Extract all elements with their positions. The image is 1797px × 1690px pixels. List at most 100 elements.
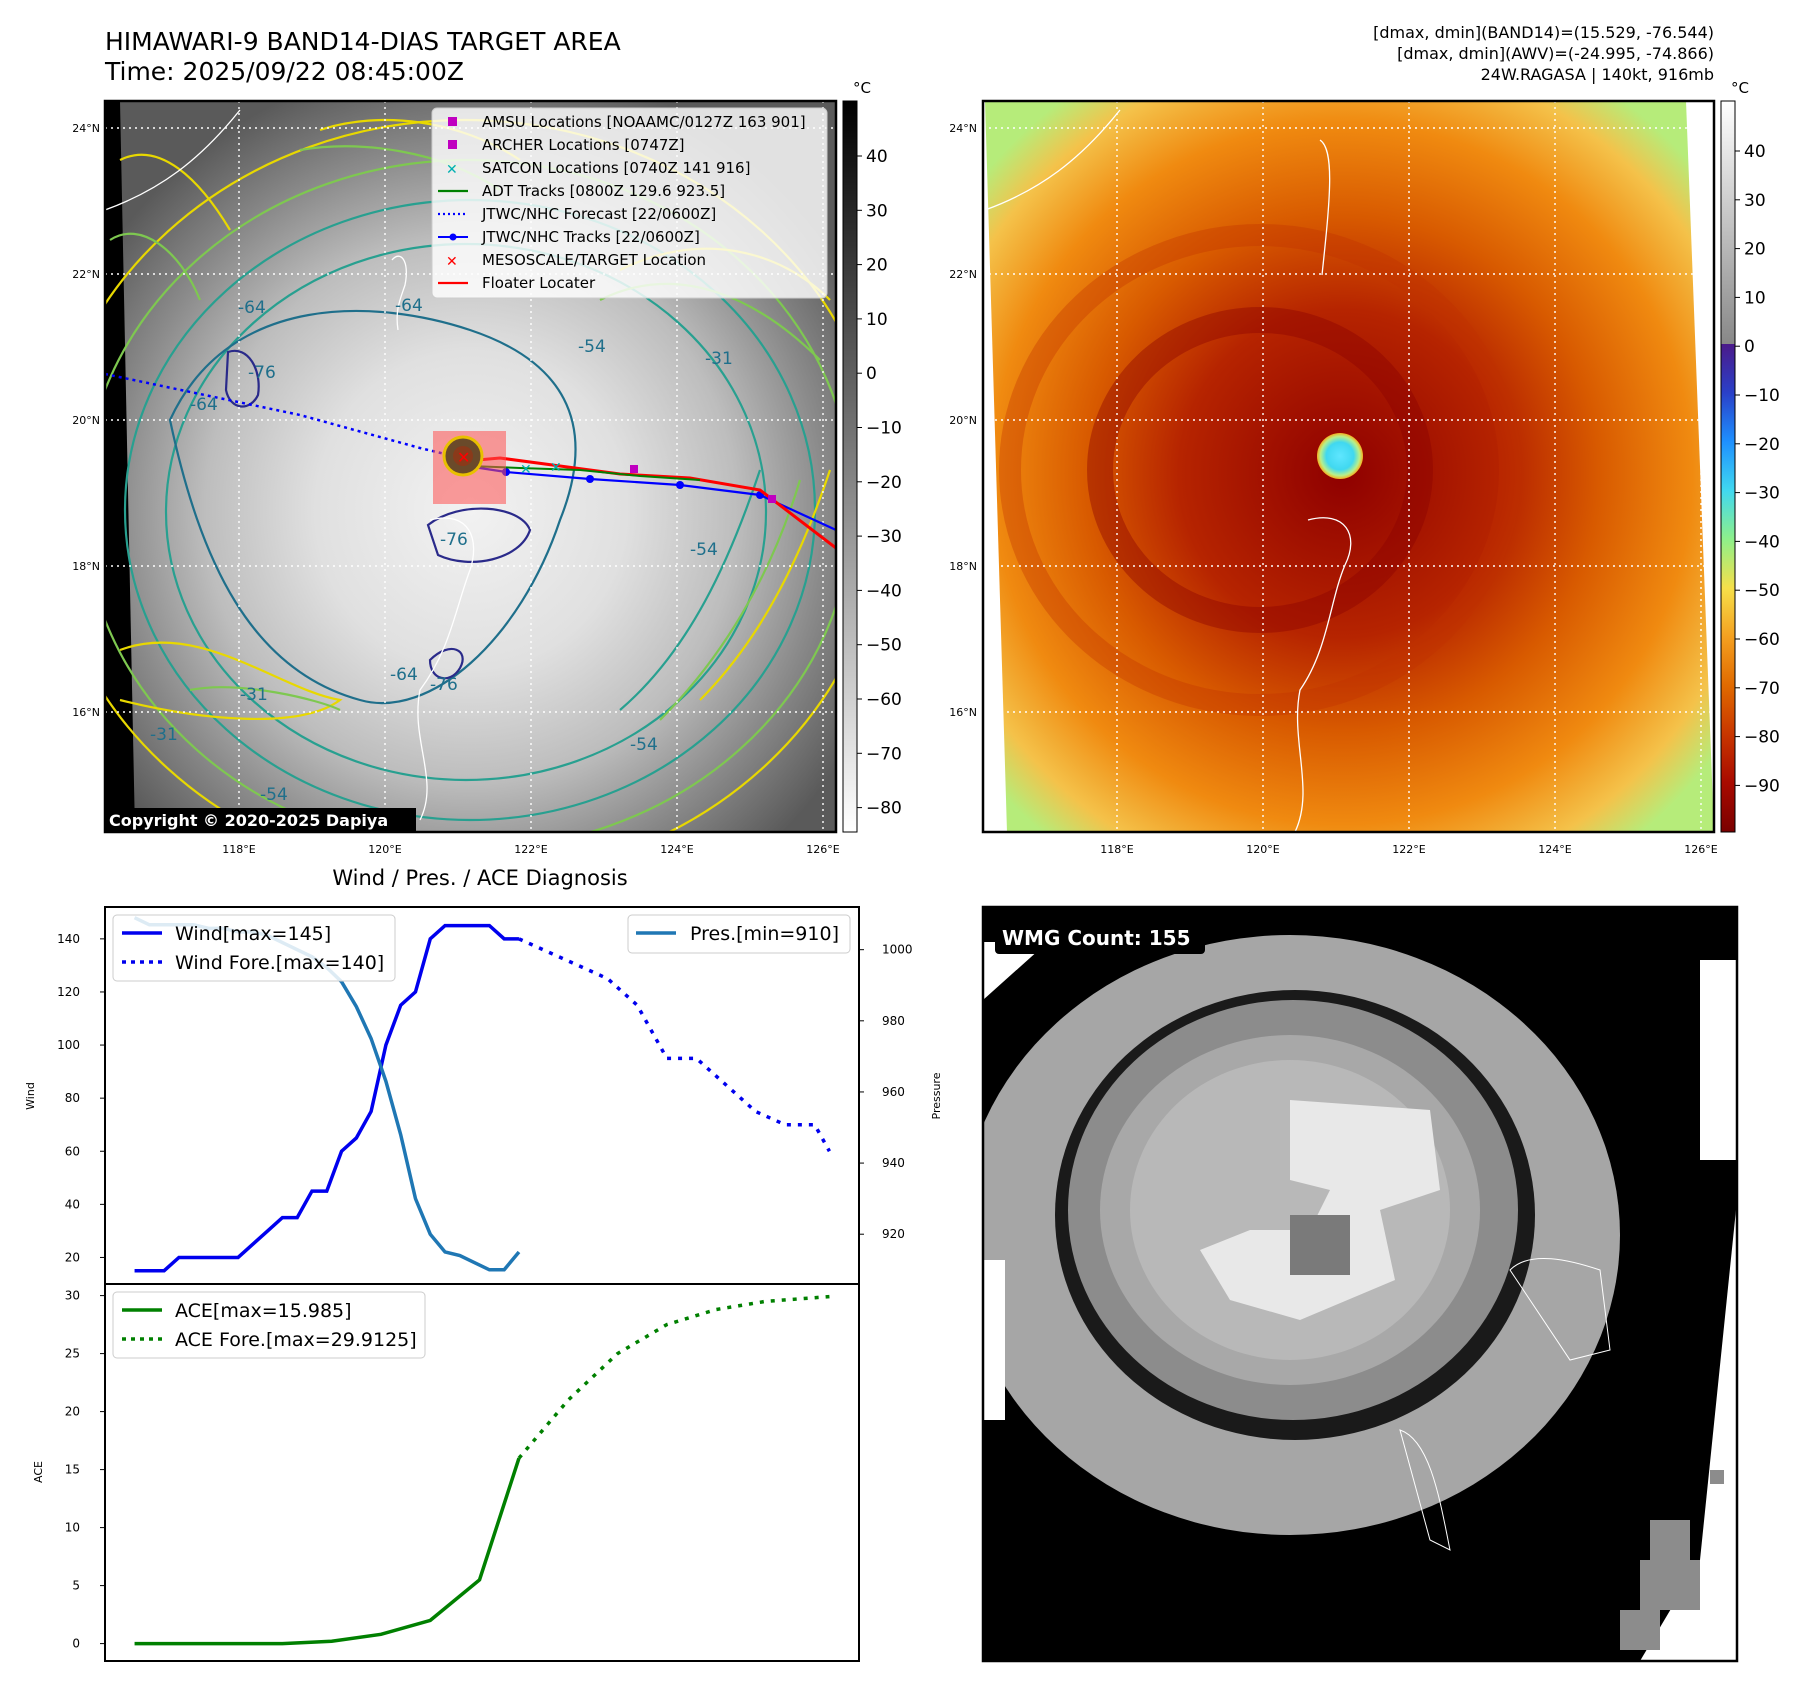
stats-awv: [dmax, dmin](AWV)=(-24.995, -74.866) [1397,44,1714,63]
diagnosis-title: Wind / Pres. / ACE Diagnosis [332,866,627,890]
svg-text:°C: °C [1731,79,1749,97]
svg-text:-31: -31 [705,349,733,369]
colorbar-color: °C 40 30 20 10 0 −10 −20 −30 −40 −50 −60 −70 −80 −90 [1720,79,1780,833]
colorbar-tick: 40 [866,147,888,167]
svg-text:120°E: 120°E [1246,843,1279,856]
svg-text:-64: -64 [190,395,218,415]
svg-text:118°E: 118°E [222,843,255,856]
wind-legend: Wind[max=145] Wind Fore.[max=140] [112,914,396,982]
ace-series-line-1 [517,1294,830,1460]
contour-labels: -64 -64 -76 -64 -54 -31 -76 -54 -64 -76 … [150,296,733,805]
svg-text:✕: ✕ [550,460,562,476]
svg-text:126°E: 126°E [806,843,839,856]
coastlines [105,109,475,821]
map2-lat-labels: 24°N 22°N 20°N 18°N 16°N [949,122,977,719]
svg-text:-31: -31 [150,725,178,745]
colorbar-tick: 0 [1744,337,1755,357]
colorbar-tick: −30 [1744,484,1780,504]
wind-tick: 20 [65,1250,80,1264]
wind-tick: 40 [65,1197,80,1211]
pressure-axis-label: Pressure [930,1072,943,1119]
wind-axis-label: Wind [24,1082,37,1110]
ace-series-line-0 [134,1457,521,1646]
colorbar-tick: −70 [1744,679,1780,699]
ace-chart: ACE 0 5 10 15 20 25 30 ACE[max=15.985] ACE For… [32,1283,860,1662]
colorbar-tick: 20 [1744,240,1766,260]
svg-text:-54: -54 [260,785,288,805]
colorbar-tick: 10 [866,310,888,330]
svg-text:-76: -76 [430,675,458,695]
svg-text:126°E: 126°E [1684,843,1717,856]
target-location-marker: ✕ [457,448,470,467]
map-band14-gray: ✕ ✕ ✕ -64 -64 -76 -64 -54 -31 -76 -54 -6… [103,99,838,834]
coastlines-color [984,109,1352,832]
svg-text:18°N: 18°N [949,560,977,573]
svg-text:20°N: 20°N [949,414,977,427]
svg-text:16°N: 16°N [72,706,100,719]
svg-text:ACE Fore.[max=29.9125]: ACE Fore.[max=29.9125] [175,1329,417,1351]
svg-text:124°E: 124°E [660,843,693,856]
legend-entry: ✕ SATCON Locations [0740Z 141 916] [446,159,750,178]
legend-entry: JTWC/NHC Tracks [22/0600Z] [438,228,700,246]
map1-lat-labels: 24°N 22°N 20°N 18°N 16°N [72,122,100,719]
svg-text:SATCON Locations [0740Z 141 91: SATCON Locations [0740Z 141 916] [482,159,750,177]
stats-band14: [dmax, dmin](BAND14)=(15.529, -76.544) [1373,23,1714,42]
colorbar-tick: −10 [866,419,902,439]
colorbar-tick: 0 [866,364,877,384]
stats-storm: 24W.RAGASA | 140kt, 916mb [1481,65,1714,84]
map1-lon-labels: 118°E 120°E 122°E 124°E 126°E [222,843,839,856]
legend-entry: ADT Tracks [0800Z 129.6 923.5] [438,182,725,200]
colorbar-tick: −80 [866,799,902,819]
svg-text:24°N: 24°N [72,122,100,135]
colorbar-tick: −80 [1744,728,1780,748]
figure-title: HIMAWARI-9 BAND14-DIAS TARGET AREA [105,27,621,56]
colorbar-tick: −70 [866,744,902,764]
pressure-tick: 940 [882,1156,905,1170]
colorbar-tick: −20 [866,473,902,493]
colorbar-tick: 30 [866,201,888,221]
jtwc-forecast-track [105,372,471,462]
legend-entry: ARCHER Locations [0747Z] [448,136,685,154]
svg-text:-64: -64 [238,298,266,318]
svg-text:-64: -64 [395,296,423,316]
svg-text:Floater Locater: Floater Locater [482,274,596,292]
svg-text:Pres.[min=910]: Pres.[min=910] [690,923,839,945]
map-legend: AMSU Locations [NOAAMC/0127Z 163 901] ARC… [431,107,828,299]
wind-tick: 60 [65,1144,80,1158]
svg-text:20°N: 20°N [72,414,100,427]
ace-tick: 0 [72,1637,80,1651]
svg-text:JTWC/NHC Forecast [22/0600Z]: JTWC/NHC Forecast [22/0600Z] [481,205,716,223]
svg-text:✕: ✕ [446,162,458,178]
colorbar-tick: −90 [1744,776,1780,796]
svg-text:-54: -54 [578,337,606,357]
series-line-0 [134,923,519,1273]
svg-text:✕: ✕ [520,462,532,478]
pressure-tick: 960 [882,1085,905,1099]
figure-time: Time: 2025/09/22 08:45:00Z [104,57,464,86]
svg-text:AMSU Locations [NOAAMC/0127Z 1: AMSU Locations [NOAAMC/0127Z 163 901] [482,113,806,131]
svg-text:Wind[max=145]: Wind[max=145] [175,923,331,945]
map2-lon-labels: 118°E 120°E 122°E 124°E 126°E [1100,843,1717,856]
legend-entry: Floater Locater [438,274,596,292]
pressure-tick: 1000 [882,943,913,957]
svg-text:-76: -76 [440,530,468,550]
svg-text:✕: ✕ [446,254,458,270]
ace-tick: 10 [65,1521,80,1535]
map2-frame [981,99,1716,834]
svg-text:-76: -76 [248,363,276,383]
legend-entry: AMSU Locations [NOAAMC/0127Z 163 901] [448,113,806,131]
colorbar-tick: 20 [866,256,888,276]
ace-tick: 30 [65,1289,80,1303]
pressure-tick: 920 [882,1227,905,1241]
wmg-count-label: WMG Count: 155 [1002,926,1191,950]
pressure-legend: Pres.[min=910] [627,914,851,954]
wmg-panel: WMG Count: 155 [981,905,1739,1663]
svg-text:ACE[max=15.985]: ACE[max=15.985] [175,1300,352,1322]
wind-tick: 80 [65,1091,80,1105]
legend-entry: JTWC/NHC Forecast [22/0600Z] [438,205,716,223]
svg-text:-31: -31 [240,685,268,705]
colorbar-tick: 40 [1744,142,1766,162]
colorbar-tick: −50 [1744,581,1780,601]
svg-text:122°E: 122°E [1392,843,1425,856]
colorbar-tick: 10 [1744,288,1766,308]
